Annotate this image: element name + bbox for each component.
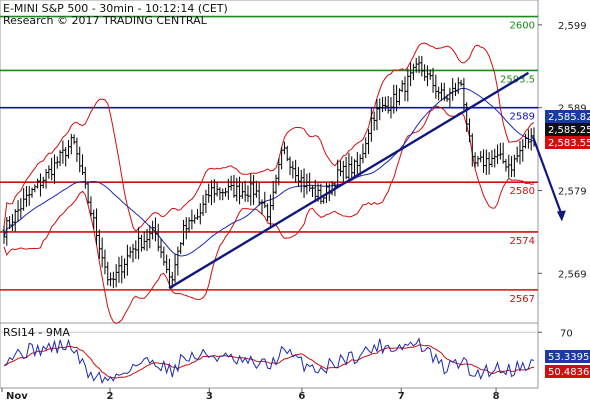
time-x-axis: Nov 2 3 6 7 8 bbox=[1, 388, 500, 400]
level-label-2: 2589 bbox=[510, 112, 535, 123]
price-y-tick-label-1: 2,589 bbox=[558, 104, 587, 115]
x-tick-label-1: 2 bbox=[107, 391, 114, 400]
price-y-tick-label-0: 2,599 bbox=[558, 21, 587, 32]
x-tick-label-0: Nov bbox=[6, 391, 28, 400]
rsi-ma-line bbox=[3, 344, 535, 379]
rsi-y-tick-label-0: 70 bbox=[560, 328, 573, 339]
price-tags: 2,585.82 2,585.25 2,583.55 bbox=[545, 110, 590, 149]
upper-band-line bbox=[3, 42, 535, 233]
price-y-tick-label-2: 2,579 bbox=[558, 186, 587, 197]
price-bars bbox=[2, 55, 536, 289]
support-trendline bbox=[168, 71, 530, 290]
level-label-5: 2567 bbox=[510, 294, 535, 305]
price-y-axis: 2,599 2,589 2,579 2,569 bbox=[538, 21, 587, 280]
price-tag-label-0: 2,585.82 bbox=[548, 112, 590, 123]
price-tag-box-2 bbox=[545, 136, 590, 149]
header-copyright: Research © 2017 TRADING CENTRAL bbox=[3, 14, 208, 27]
rsi-plot-frame bbox=[0, 322, 539, 389]
forecast-arrow-head bbox=[556, 210, 566, 222]
rsi-title: RSI14 - 9MA bbox=[3, 326, 70, 339]
x-tick-label-3: 6 bbox=[298, 391, 305, 400]
lower-band-line bbox=[3, 105, 535, 324]
bollinger-bands bbox=[3, 42, 535, 324]
rsi-tag-box-0 bbox=[545, 350, 590, 363]
rsi-tag-label-1: 50.4836 bbox=[548, 367, 589, 378]
rsi-panel: 70 53.3395 50.4836 bbox=[0, 328, 590, 385]
rsi-line bbox=[3, 337, 535, 385]
moving-average-line bbox=[3, 87, 535, 257]
price-levels: 26002593.52589258025742567 bbox=[0, 15, 538, 305]
level-label-0: 2600 bbox=[510, 21, 535, 32]
x-tick-label-5: 8 bbox=[493, 391, 500, 400]
price-tag-label-2: 2,583.55 bbox=[548, 138, 590, 149]
trendline-group bbox=[168, 71, 566, 290]
price-tag-label-1: 2,585.25 bbox=[548, 125, 590, 136]
price-y-tick-label-3: 2,569 bbox=[558, 269, 587, 280]
rsi-tag-label-0: 53.3395 bbox=[548, 352, 589, 363]
header-title: E-MINI S&P 500 - 30min - 10:12:14 (CET) bbox=[3, 2, 228, 15]
level-label-4: 2574 bbox=[510, 236, 535, 247]
level-label-3: 2580 bbox=[510, 186, 535, 197]
forecast-arrow-line bbox=[531, 136, 563, 216]
price-plot-frame bbox=[0, 0, 539, 324]
price-tag-box-1 bbox=[545, 123, 590, 136]
x-tick-label-2: 3 bbox=[206, 391, 213, 400]
rsi-tag-box-1 bbox=[545, 365, 590, 378]
x-tick-label-4: 7 bbox=[398, 391, 405, 400]
price-tag-box-0 bbox=[545, 110, 590, 123]
